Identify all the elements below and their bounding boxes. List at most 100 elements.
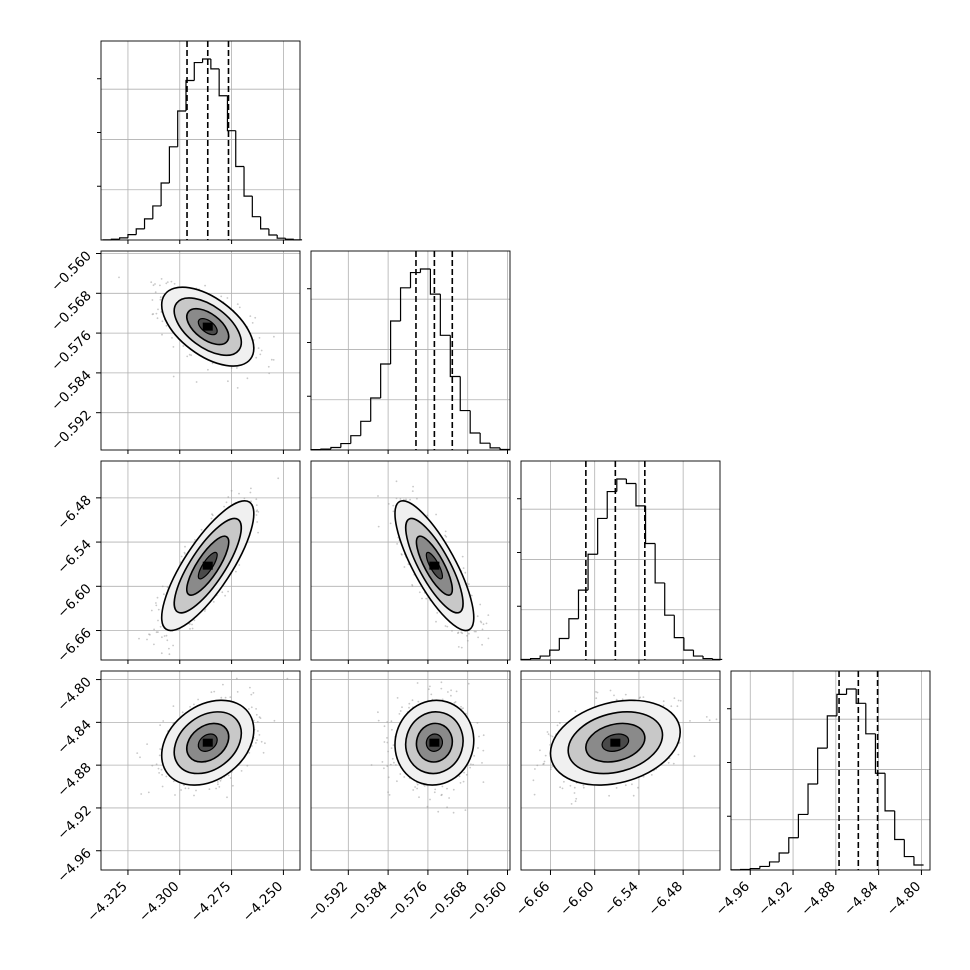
scatter-point (389, 763, 392, 766)
scatter-point (212, 601, 215, 603)
scatter-point (227, 496, 230, 498)
scatter-point (533, 793, 536, 796)
scatter-point (460, 705, 462, 708)
scatter-point (254, 316, 257, 319)
scatter-point (444, 625, 447, 627)
scatter-point (396, 543, 398, 545)
scatter-point (446, 806, 448, 809)
scatter-point (395, 497, 398, 500)
histogram-bin (817, 747, 828, 784)
scatter-point (256, 739, 258, 741)
scatter-point (466, 634, 468, 637)
scatter-point (249, 491, 252, 494)
scatter-point (433, 791, 436, 794)
scatter-point (235, 677, 238, 680)
scatter-point (689, 720, 691, 722)
scatter-point (399, 710, 402, 712)
scatter-point (250, 500, 252, 503)
scatter-point (436, 612, 439, 614)
scatter-point (186, 355, 189, 358)
histogram-bin (160, 182, 170, 206)
histogram-bin (558, 637, 569, 651)
histogram-bin (201, 58, 211, 63)
scatter-point (250, 706, 253, 709)
scatter-point (386, 737, 388, 739)
scatter-point (458, 775, 461, 778)
scatter-point (184, 545, 186, 548)
scatter-point (532, 779, 535, 782)
scatter-point (708, 719, 711, 722)
scatter-point (470, 594, 473, 597)
scatter-point (155, 312, 158, 315)
density-peak (610, 738, 621, 747)
scatter-point (446, 787, 448, 790)
scatter-point (152, 284, 155, 287)
scatter-point (262, 751, 265, 754)
scatter-point (249, 315, 252, 317)
scatter-point (161, 585, 164, 588)
scatter-point (157, 308, 159, 311)
scatter-point (159, 724, 162, 726)
scatter-point (392, 744, 395, 746)
scatter-point (615, 787, 618, 789)
histogram-bin (419, 268, 431, 273)
scatter-point (414, 786, 416, 788)
scatter-point (238, 564, 241, 566)
histogram-bin (778, 852, 789, 862)
scatter-point (165, 775, 168, 778)
scatter-point (139, 756, 141, 759)
scatter-point (232, 784, 234, 787)
scatter-point (270, 358, 273, 361)
scatter-point (154, 283, 156, 285)
y-tick-label: −0.592 (48, 407, 95, 454)
scatter-point (160, 278, 163, 280)
scatter-point (418, 591, 421, 594)
x-tick-label: −6.60 (557, 879, 598, 920)
histogram-bin (702, 656, 713, 660)
scatter-point (543, 760, 546, 763)
density-peak (429, 738, 440, 747)
histogram-panel (97, 40, 303, 244)
scatter-point (536, 764, 539, 767)
scatter-point (260, 349, 263, 352)
histogram-bin (597, 517, 608, 555)
histogram-bin (903, 839, 914, 858)
histogram-bin (399, 287, 411, 321)
scatter-point (550, 766, 552, 769)
scatter-point (227, 590, 230, 593)
scatter-point (273, 335, 275, 338)
scatter-point (157, 619, 159, 622)
scatter-point (479, 620, 482, 623)
scatter-point (412, 485, 414, 488)
scatter-point (148, 633, 150, 636)
histogram-bin (320, 448, 331, 450)
scatter-point (450, 689, 452, 692)
scatter-point (255, 504, 258, 506)
scatter-point (159, 296, 162, 299)
scatter-point (370, 764, 373, 766)
scatter-point (390, 747, 393, 749)
scatter-point (146, 743, 149, 745)
histogram-bin (243, 166, 253, 197)
histogram-bin (616, 478, 627, 492)
histogram-bin (143, 218, 153, 229)
scatter-point (440, 687, 443, 690)
scatter-point (220, 696, 223, 699)
scatter-point (396, 780, 398, 783)
scatter-point (157, 631, 159, 633)
scatter-point (156, 317, 159, 320)
histogram-bin (340, 442, 351, 448)
histogram-bin (127, 234, 137, 238)
scatter-point (481, 628, 484, 631)
y-tick-label: −0.576 (48, 328, 95, 375)
scatter-point (677, 699, 680, 702)
scatter-point (464, 809, 467, 811)
scatter-point (150, 281, 153, 284)
x-tick-label: −4.84 (841, 879, 882, 920)
scatter-point (470, 763, 472, 766)
scatter-point (227, 380, 229, 383)
density-panel: −0.592−0.584−0.576−0.568−0.560 (304, 670, 511, 925)
scatter-point (151, 313, 154, 316)
scatter-point (161, 636, 163, 639)
scatter-point (481, 643, 483, 646)
